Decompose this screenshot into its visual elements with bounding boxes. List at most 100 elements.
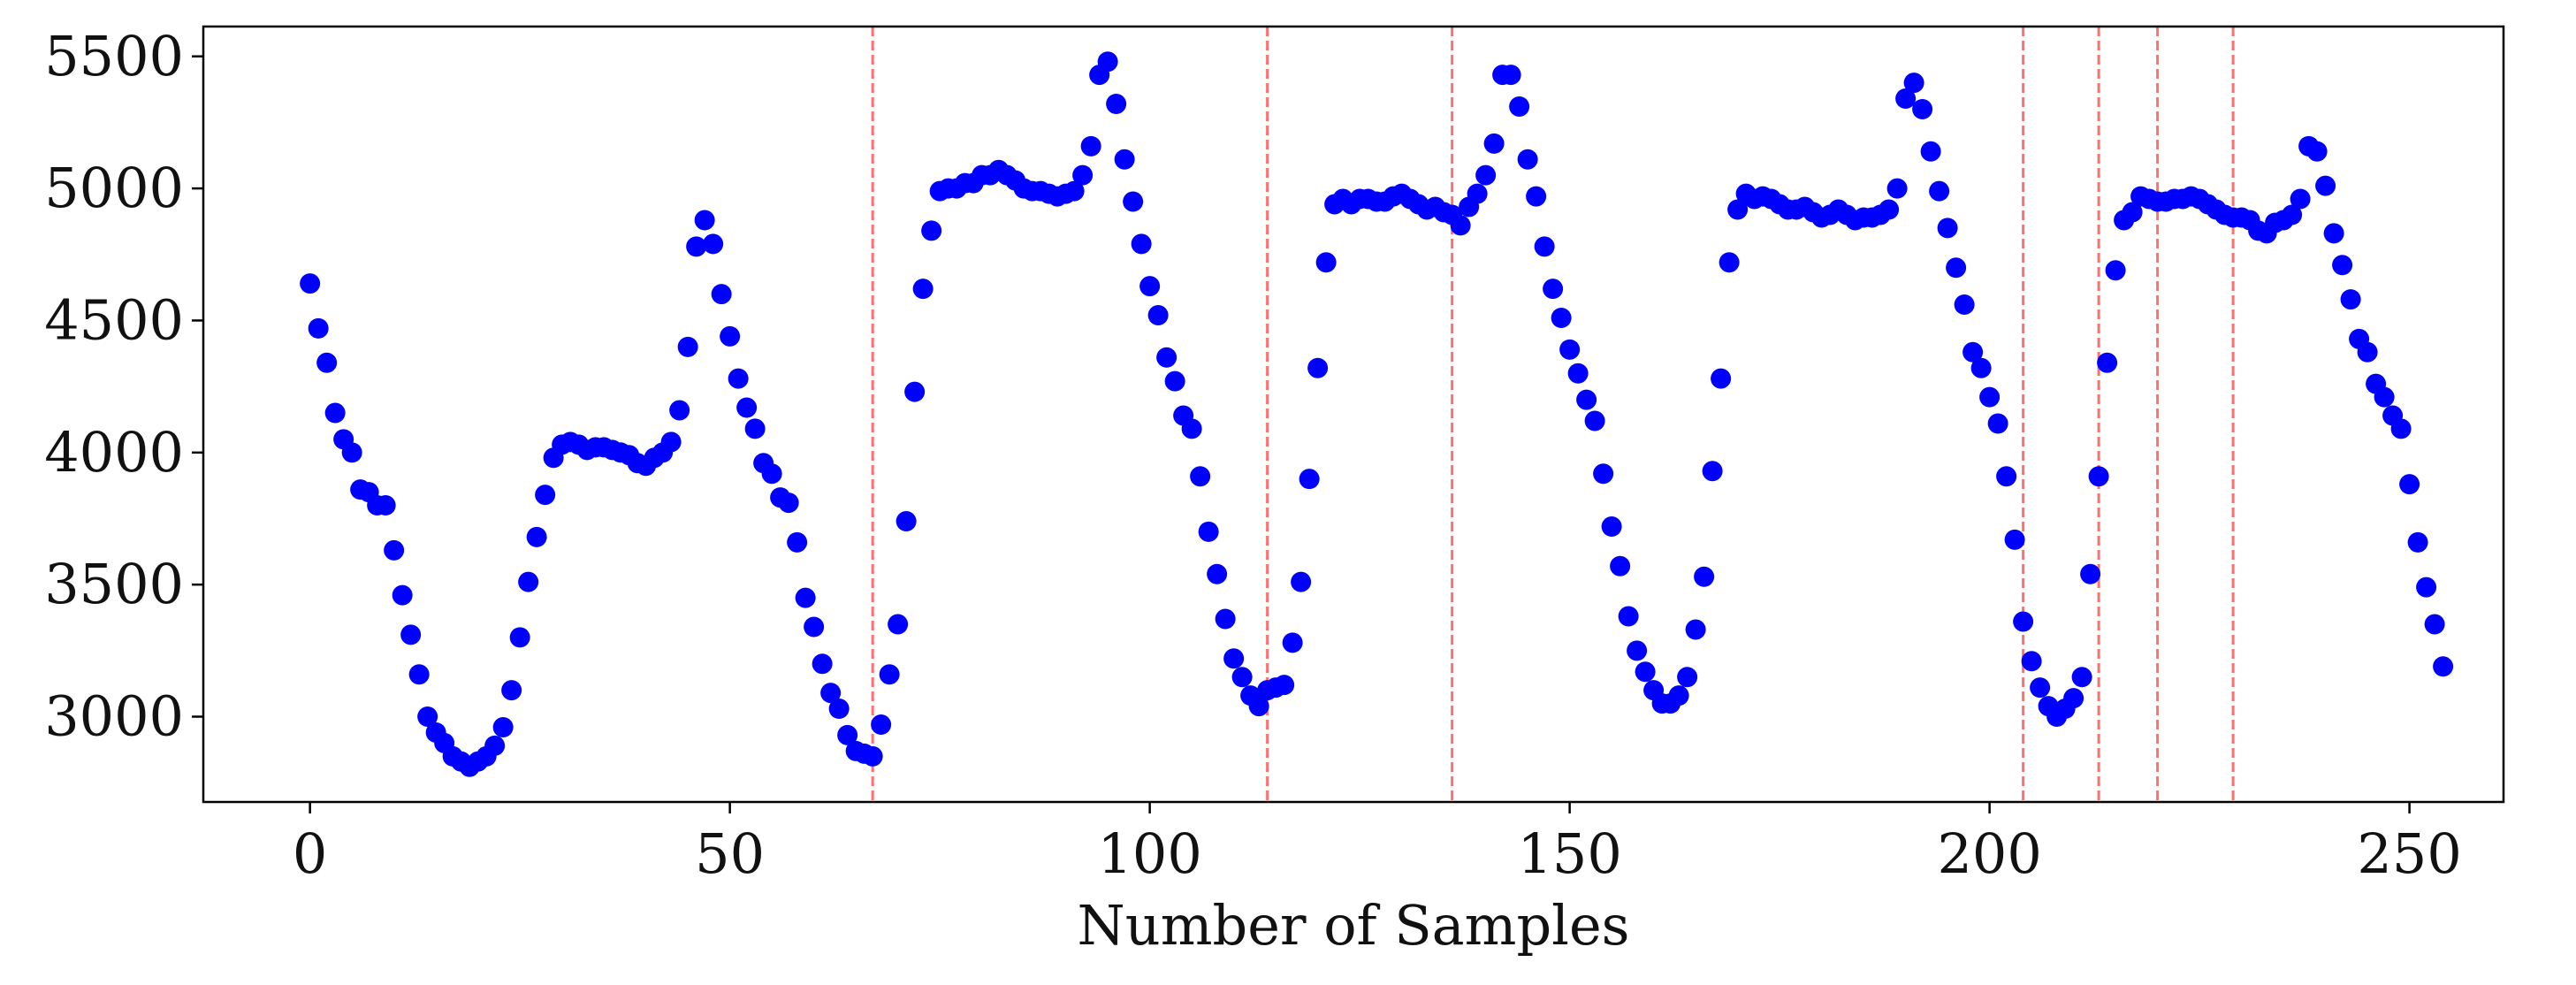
point bbox=[1543, 279, 1564, 300]
x-axis-label: Number of Samples bbox=[1078, 893, 1630, 958]
point bbox=[324, 402, 346, 424]
point bbox=[1920, 141, 1941, 162]
point bbox=[728, 368, 749, 389]
point bbox=[1139, 276, 1161, 297]
point bbox=[828, 699, 850, 720]
point bbox=[341, 442, 362, 463]
x-tick-label: 150 bbox=[1517, 821, 1621, 886]
point bbox=[1299, 469, 1320, 490]
point bbox=[787, 531, 808, 553]
point bbox=[1509, 96, 1530, 118]
point bbox=[896, 510, 917, 531]
point bbox=[2063, 688, 2084, 709]
point bbox=[2088, 466, 2109, 487]
point bbox=[921, 220, 942, 241]
point bbox=[1551, 307, 1572, 328]
point bbox=[1677, 667, 1698, 688]
point bbox=[509, 627, 530, 648]
point bbox=[1937, 218, 1958, 239]
point bbox=[2122, 202, 2143, 223]
point bbox=[2306, 141, 2328, 162]
point bbox=[1207, 563, 1228, 584]
point bbox=[400, 624, 422, 645]
point bbox=[2030, 677, 2051, 699]
point bbox=[1559, 339, 1581, 360]
x-tick-label: 200 bbox=[1937, 821, 2041, 886]
point bbox=[2282, 204, 2303, 225]
point bbox=[1198, 521, 1219, 542]
point bbox=[1164, 370, 1185, 392]
point bbox=[2357, 341, 2378, 363]
point bbox=[2433, 656, 2454, 677]
point bbox=[518, 571, 539, 592]
point bbox=[2071, 667, 2092, 688]
y-tick-label: 5500 bbox=[44, 24, 184, 88]
point bbox=[1576, 389, 1597, 410]
point bbox=[1895, 88, 1917, 110]
point bbox=[795, 587, 816, 608]
point bbox=[1996, 466, 2017, 487]
point bbox=[820, 683, 842, 704]
point bbox=[1610, 555, 1631, 576]
point bbox=[1946, 257, 1967, 279]
point bbox=[1467, 183, 1488, 204]
point bbox=[1500, 65, 1521, 86]
point bbox=[1282, 632, 1303, 653]
plot-frame bbox=[202, 25, 2505, 804]
point bbox=[2340, 289, 2361, 310]
point bbox=[669, 400, 690, 421]
point bbox=[1618, 606, 1639, 627]
point bbox=[744, 418, 766, 439]
point bbox=[1106, 94, 1127, 115]
point bbox=[501, 680, 522, 701]
x-tick-label: 100 bbox=[1097, 821, 1201, 886]
point bbox=[484, 735, 506, 756]
point bbox=[1063, 180, 1085, 202]
point bbox=[2323, 223, 2344, 244]
point bbox=[1123, 191, 1144, 212]
point bbox=[526, 526, 547, 547]
point bbox=[871, 714, 892, 735]
point bbox=[2332, 255, 2353, 276]
point bbox=[1970, 357, 1992, 378]
point bbox=[2021, 651, 2042, 672]
point bbox=[660, 431, 682, 453]
point bbox=[703, 233, 724, 255]
y-tick-label: 5000 bbox=[44, 156, 184, 220]
point bbox=[392, 584, 413, 606]
point bbox=[1593, 463, 1614, 485]
point bbox=[2416, 576, 2437, 598]
point bbox=[417, 706, 438, 728]
point bbox=[1886, 178, 1908, 199]
point bbox=[761, 463, 782, 485]
point bbox=[1526, 186, 1547, 207]
point bbox=[778, 492, 799, 514]
point bbox=[1962, 341, 1984, 363]
point bbox=[1954, 294, 1975, 316]
point bbox=[1694, 566, 1715, 587]
point bbox=[1534, 236, 1555, 257]
point bbox=[2290, 188, 2311, 210]
point bbox=[888, 614, 909, 635]
point bbox=[1274, 675, 1295, 696]
point bbox=[1912, 98, 1933, 119]
point bbox=[1475, 164, 1497, 186]
point bbox=[1181, 418, 1202, 439]
y-tick-label: 3500 bbox=[44, 552, 184, 616]
point bbox=[2004, 529, 2025, 550]
x-tick-label: 50 bbox=[695, 821, 765, 886]
point bbox=[711, 284, 732, 305]
point bbox=[2097, 352, 2118, 373]
y-tick-label: 4000 bbox=[44, 420, 184, 485]
point bbox=[1702, 461, 1723, 482]
point bbox=[2390, 418, 2412, 439]
point bbox=[1987, 413, 2008, 434]
point bbox=[1080, 135, 1101, 157]
point bbox=[1315, 252, 1337, 273]
point bbox=[1190, 466, 1211, 487]
point bbox=[535, 485, 556, 506]
point bbox=[375, 495, 396, 516]
point bbox=[694, 210, 715, 231]
point bbox=[1215, 608, 1236, 630]
